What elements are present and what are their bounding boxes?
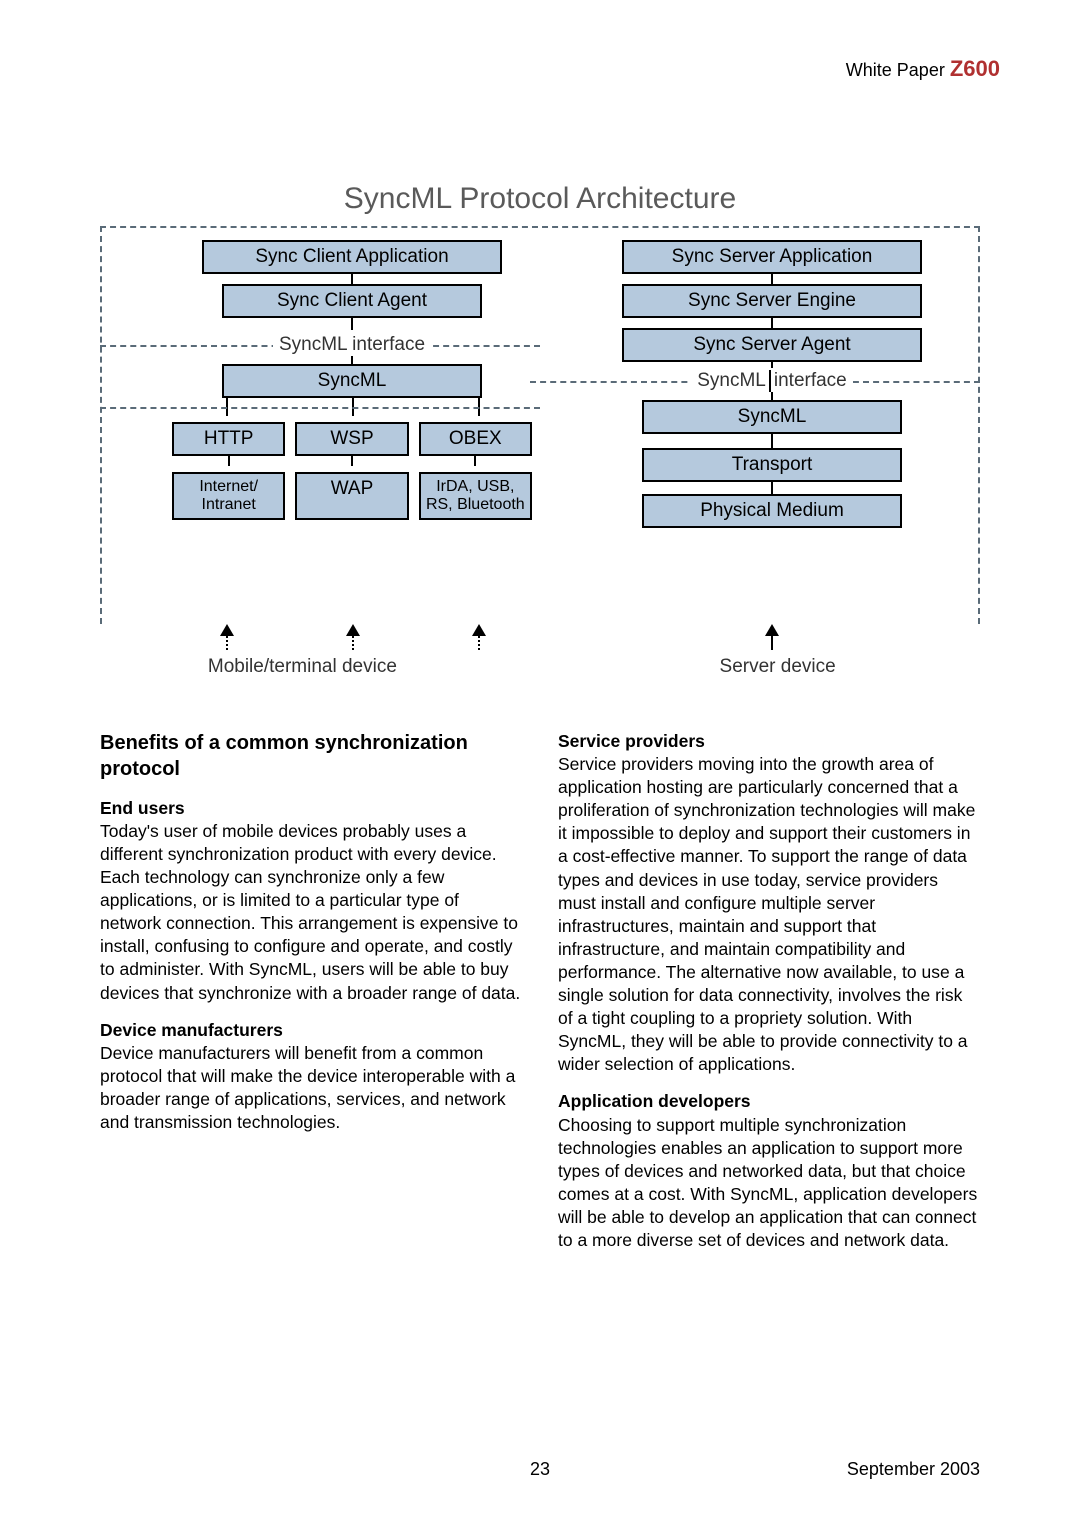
box-syncml-right: SyncML: [642, 400, 902, 434]
box-irda: IrDA, USB, RS, Bluetooth: [419, 472, 532, 520]
label-syncml-interface-left: SyncML interface: [273, 334, 431, 356]
arrow-up-icon: [346, 624, 360, 636]
box-syncml-left: SyncML: [222, 364, 482, 398]
label-server-device: Server device: [575, 656, 980, 678]
label-syncml-interface-right: SyncMLinterface: [691, 370, 853, 392]
box-sync-server-agent: Sync Server Agent: [622, 328, 922, 362]
box-sync-client-agent: Sync Client Agent: [222, 284, 482, 318]
page-footer: 23 September 2003: [100, 1459, 980, 1480]
subhead-end-users: End users: [100, 797, 522, 820]
box-obex: OBEX: [419, 422, 532, 456]
para-service-providers: Service providers moving into the growth…: [558, 753, 980, 1076]
diagram-title: SyncML Protocol Architecture: [100, 182, 980, 216]
box-sync-server-app: Sync Server Application: [622, 240, 922, 274]
box-wap: WAP: [295, 472, 408, 520]
diagram-footer-labels: Mobile/terminal device Server device: [100, 656, 980, 678]
box-sync-server-engine: Sync Server Engine: [622, 284, 922, 318]
header-wp: White Paper: [846, 60, 945, 80]
subhead-application-developers: Application developers: [558, 1090, 980, 1113]
subhead-service-providers: Service providers: [558, 730, 980, 753]
section-title: Benefits of a common synchronization pro…: [100, 730, 522, 783]
para-application-developers: Choosing to support multiple synchroniza…: [558, 1114, 980, 1253]
arrow-up-icon: [765, 624, 779, 636]
box-wsp: WSP: [295, 422, 408, 456]
page-number: 23: [530, 1459, 550, 1480]
box-sync-client-app: Sync Client Application: [202, 240, 502, 274]
diagram: SyncML Protocol Architecture Sync Client…: [100, 182, 980, 662]
header-model: Z600: [950, 56, 1000, 81]
label-mobile-device: Mobile/terminal device: [100, 656, 505, 678]
arrow-up-icon: [220, 624, 234, 636]
diagram-left-col: Sync Client Application Sync Client Agen…: [172, 240, 532, 520]
page-header: White Paper Z600: [846, 56, 1000, 82]
box-http: HTTP: [172, 422, 285, 456]
body-text: Benefits of a common synchronization pro…: [100, 730, 980, 1252]
box-transport: Transport: [642, 448, 902, 482]
row-transport-left: HTTP WSP OBEX: [172, 422, 532, 456]
diagram-arrows: [100, 624, 980, 654]
row-phys-left: Internet/ Intranet WAP IrDA, USB, RS, Bl…: [172, 472, 532, 520]
diagram-outer: Sync Client Application Sync Client Agen…: [100, 226, 980, 624]
diagram-right-col: Sync Server Application Sync Server Engi…: [592, 240, 952, 528]
para-device-manufacturers: Device manufacturers will benefit from a…: [100, 1042, 522, 1134]
subhead-device-manufacturers: Device manufacturers: [100, 1019, 522, 1042]
box-internet: Internet/ Intranet: [172, 472, 285, 520]
box-physical-medium: Physical Medium: [642, 494, 902, 528]
para-end-users: Today's user of mobile devices probably …: [100, 820, 522, 1005]
arrow-up-icon: [472, 624, 486, 636]
page-date: September 2003: [847, 1459, 980, 1480]
